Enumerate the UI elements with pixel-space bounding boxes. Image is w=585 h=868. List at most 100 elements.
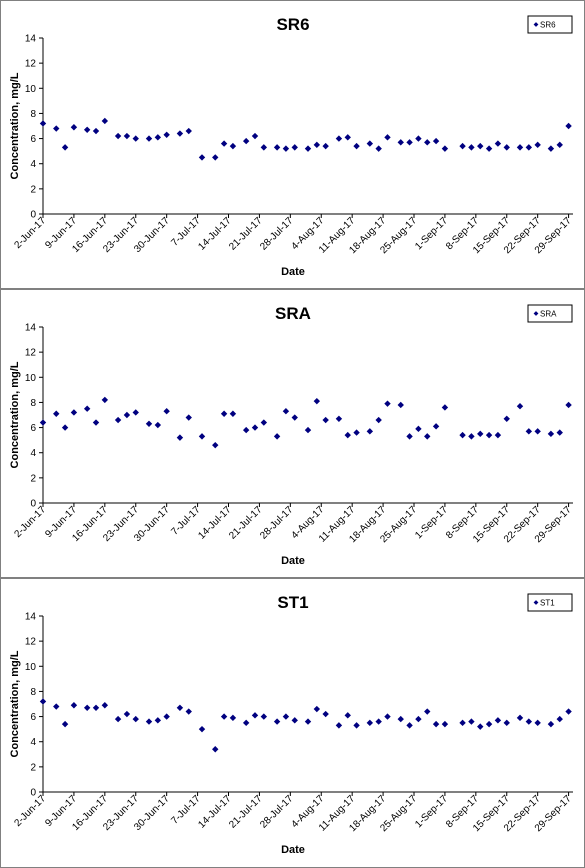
data-point: [353, 722, 360, 729]
data-point: [229, 714, 237, 722]
data-point: [335, 722, 343, 729]
y-tick-label: 4: [30, 159, 36, 170]
data-point: [92, 419, 100, 426]
legend-box: [527, 304, 573, 323]
data-point: [459, 719, 466, 727]
y-tick-label: 12: [25, 637, 37, 648]
y-tick-label: 0: [30, 788, 36, 799]
y-tick-label: 10: [25, 84, 37, 95]
data-point: [251, 424, 259, 431]
data-point: [432, 137, 440, 145]
data-point: [123, 411, 131, 419]
data-point: [534, 719, 541, 727]
data-point: [322, 416, 329, 424]
data-point: [220, 713, 228, 720]
data-point: [441, 720, 449, 728]
data-point: [260, 419, 268, 426]
data-point: [123, 132, 131, 140]
data-point: [415, 715, 422, 723]
data-point: [344, 712, 351, 719]
data-point: [53, 703, 60, 710]
legend: SRA: [527, 304, 573, 323]
data-point: [375, 416, 382, 424]
data-point: [154, 134, 162, 141]
data-point: [260, 144, 268, 151]
data-point: [220, 410, 228, 417]
data-point: [547, 145, 555, 152]
data-point: [185, 708, 192, 715]
data-point: [335, 415, 343, 422]
data-point: [432, 423, 440, 430]
data-point: [212, 746, 219, 753]
legend-marker: [533, 600, 539, 605]
x-tick-label: 1-Sep-17: [413, 215, 450, 252]
data-point: [282, 408, 290, 415]
data-point: [145, 135, 153, 142]
data-point: [242, 137, 250, 145]
data-point: [61, 424, 69, 431]
data-point: [101, 702, 109, 709]
y-tick-label: 4: [30, 737, 36, 748]
data-point: [534, 141, 541, 149]
data-point: [397, 401, 404, 409]
data-point: [322, 710, 329, 718]
data-point: [415, 135, 422, 142]
data-point: [53, 125, 60, 132]
data-point: [70, 409, 78, 416]
data-point: [516, 144, 524, 151]
data-point: [397, 715, 404, 723]
data-point: [556, 141, 563, 149]
series-sr6: [39, 117, 572, 161]
legend-label: SRA: [540, 310, 557, 319]
data-point: [163, 131, 170, 138]
series-sra: [39, 396, 572, 449]
chart-panel-sr6: SR6 0 2 4 6 8 10 12 14 2-Jun-17 9-Jun-17 16-Jun-17 2…: [0, 0, 585, 289]
data-point: [525, 144, 533, 151]
data-point: [83, 405, 91, 412]
data-point: [494, 431, 502, 439]
y-tick-label: 2: [30, 473, 36, 484]
y-tick-label: 2: [30, 762, 36, 773]
legend: ST1: [527, 593, 573, 612]
data-point: [251, 132, 259, 140]
data-point: [260, 713, 268, 720]
data-point: [556, 429, 563, 436]
y-tick-label: 14: [25, 34, 37, 45]
data-point: [39, 120, 47, 127]
data-point: [353, 142, 360, 150]
chart-title: SRA: [275, 304, 311, 323]
x-axis-label: Date: [281, 266, 305, 278]
data-point: [154, 717, 162, 724]
y-tick-label: 6: [30, 423, 36, 434]
data-point: [198, 725, 206, 733]
data-point: [503, 415, 510, 422]
y-tick-label: 0: [30, 499, 36, 510]
data-point: [154, 421, 162, 429]
data-point: [282, 145, 290, 152]
data-point: [212, 441, 219, 449]
chart-title: SR6: [276, 15, 309, 34]
data-point: [92, 127, 100, 135]
data-point: [565, 708, 572, 715]
chart-title: ST1: [277, 593, 308, 612]
data-point: [468, 718, 475, 725]
data-point: [468, 433, 475, 440]
data-point: [132, 135, 139, 142]
y-tick-label: 6: [30, 712, 36, 723]
data-point: [459, 142, 466, 150]
data-point: [273, 433, 281, 440]
data-point: [477, 430, 484, 438]
data-point: [384, 400, 391, 407]
scatter-chart-sra: SRA024681012142-Jun-179-Jun-1716-Jun-172…: [9, 304, 574, 567]
data-point: [322, 142, 329, 150]
data-point: [185, 127, 192, 135]
data-point: [304, 145, 312, 152]
data-point: [397, 139, 404, 146]
data-point: [432, 720, 440, 728]
data-point: [70, 702, 78, 709]
data-point: [229, 142, 237, 150]
data-point: [61, 144, 69, 151]
data-point: [441, 145, 449, 152]
data-point: [344, 431, 351, 439]
data-point: [406, 433, 413, 440]
